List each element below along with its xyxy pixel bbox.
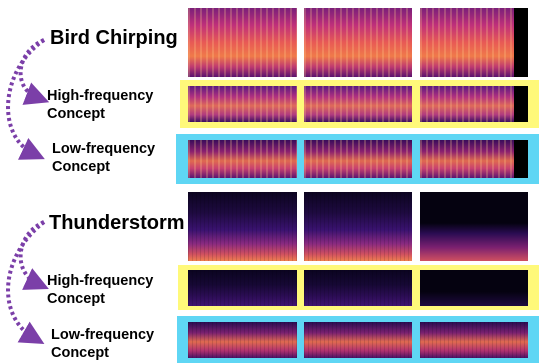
spectrogram-bird-high-1: [188, 86, 297, 122]
spectrogram-thunder-original-3: [420, 192, 528, 261]
spectrogram-thunder-original-2: [304, 192, 412, 261]
spectrogram-thunder-high-3: [420, 270, 528, 306]
bird-low-frequency-line2: Concept: [52, 159, 110, 175]
spectrogram-bird-original-2: [304, 8, 412, 77]
spectrogram-thunder-low-2: [304, 322, 412, 358]
spectrogram-bird-low-1: [188, 140, 297, 178]
spectrogram-thunder-high-2: [304, 270, 412, 306]
thunder-high-frequency-line1: High-frequency: [47, 273, 154, 289]
spectrogram-bird-original-1: [188, 8, 297, 77]
spectrogram-bird-low-2: [304, 140, 412, 178]
silence-band: [514, 140, 528, 178]
spectrogram-bird-high-2: [304, 86, 412, 122]
thunder-low-frequency-label: Low-frequency Concept: [51, 326, 154, 362]
thunder-high-frequency-line2: Concept: [47, 291, 105, 307]
spectrogram-thunder-original-1: [188, 192, 297, 261]
spectrogram-thunder-low-3: [420, 322, 528, 358]
spectrogram-bird-high-3: [420, 86, 528, 122]
spectrogram-thunder-high-1: [188, 270, 297, 306]
thunder-low-frequency-line2: Concept: [51, 345, 109, 361]
bird-low-frequency-label: Low-frequency Concept: [52, 140, 155, 176]
thunder-low-frequency-line1: Low-frequency: [51, 327, 155, 343]
spectrogram-bird-low-3: [420, 140, 528, 178]
bird-chirping-title: Bird Chirping: [50, 27, 178, 49]
bird-low-arrow: [6, 38, 46, 160]
silence-band: [514, 86, 528, 122]
thunderstorm-title: Thunderstorm: [49, 212, 185, 234]
bird-high-frequency-label: High-frequency Concept: [47, 87, 153, 123]
spectrogram-thunder-low-1: [188, 322, 297, 358]
silence-band: [514, 8, 528, 77]
spectrogram-bird-original-3: [420, 8, 528, 77]
bird-low-frequency-line1: Low-frequency: [52, 141, 156, 157]
bird-high-frequency-line1: High-frequency: [47, 88, 154, 104]
thunder-high-frequency-label: High-frequency Concept: [47, 272, 153, 308]
bird-high-frequency-line2: Concept: [47, 106, 105, 122]
thunder-low-arrow: [6, 220, 46, 345]
